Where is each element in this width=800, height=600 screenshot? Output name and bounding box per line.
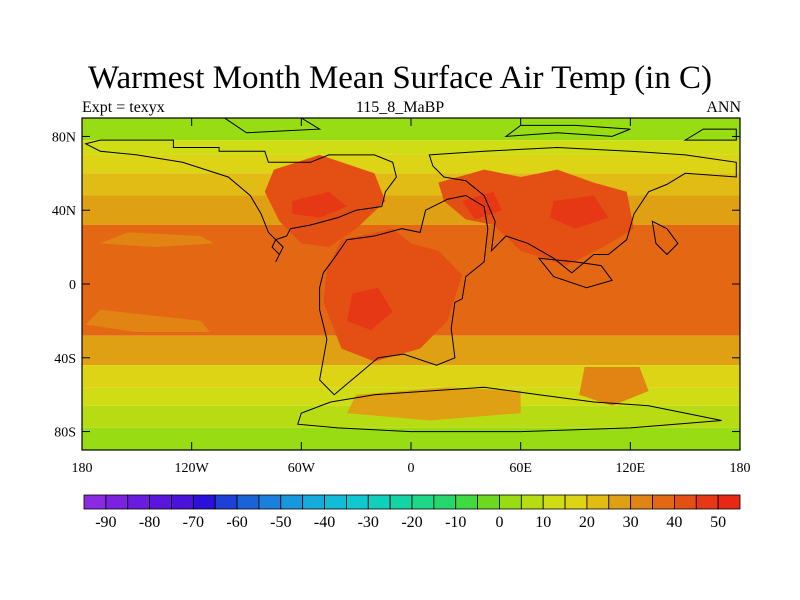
temperature-band bbox=[82, 154, 740, 174]
temperature-region bbox=[549, 195, 609, 229]
colorbar-label: -60 bbox=[226, 514, 247, 531]
colorbar-box bbox=[171, 494, 194, 510]
temperature-region bbox=[292, 191, 347, 218]
lon-tick-label: 120W bbox=[175, 461, 210, 476]
colorbar-box bbox=[586, 494, 610, 510]
temperature-region bbox=[323, 228, 463, 362]
coastline bbox=[651, 220, 679, 256]
lon-tick-label: 60E bbox=[509, 461, 532, 476]
map-axes: 180 120W 60W 0 60E 120E 180 80N 40N 0 40S 80S bbox=[52, 118, 751, 476]
colorbar-label: -80 bbox=[139, 514, 160, 531]
temperature-band bbox=[82, 365, 740, 388]
temperature-region bbox=[347, 387, 521, 421]
lat-tick-label: 80S bbox=[54, 426, 76, 441]
colorbar-label: -90 bbox=[95, 514, 116, 531]
colorbar-box bbox=[149, 494, 172, 510]
coastline bbox=[223, 118, 322, 134]
temperature-region bbox=[100, 232, 214, 248]
colorbar-box bbox=[411, 494, 435, 510]
colorbar-box bbox=[389, 494, 413, 510]
colorbar-box bbox=[695, 494, 719, 510]
colorbar-box bbox=[105, 494, 129, 510]
colorbar-box bbox=[455, 494, 479, 510]
colorbar-box bbox=[280, 494, 304, 510]
colorbar-box bbox=[630, 494, 653, 510]
period-label: 115_8_MaBP bbox=[355, 99, 445, 116]
colorbar: -90 -80 -70 -60 -50 -40 -30 -20 -10 0 10 20 30 40 50 bbox=[83, 494, 741, 531]
lat-tick-label: 0 bbox=[69, 278, 76, 293]
lon-tick-label: 180 bbox=[730, 461, 751, 476]
colorbar-label: 20 bbox=[579, 514, 595, 531]
coastline bbox=[297, 386, 722, 433]
colorbar-label: 50 bbox=[710, 514, 726, 531]
colorbar-label: 40 bbox=[666, 514, 682, 531]
colorbar-box bbox=[717, 494, 741, 510]
colorbar-box bbox=[345, 494, 369, 510]
colorbar-box bbox=[236, 494, 260, 510]
colorbar-label: -70 bbox=[183, 514, 204, 531]
colorbar-box bbox=[433, 494, 457, 510]
coastline bbox=[683, 128, 737, 141]
temperature-region bbox=[579, 367, 649, 406]
coastline-layer bbox=[84, 118, 737, 433]
lat-tick-label: 40S bbox=[54, 352, 76, 367]
colorbar-box bbox=[214, 494, 238, 510]
experiment-label: Expt = texyx bbox=[82, 99, 165, 116]
coastline bbox=[537, 257, 613, 289]
lat-tick-label: 80N bbox=[52, 130, 76, 145]
lon-tick-label: 60W bbox=[288, 461, 316, 476]
colorbar-box bbox=[674, 494, 697, 510]
colorbar-box bbox=[127, 494, 150, 510]
temperature-band bbox=[82, 173, 740, 196]
coastline bbox=[84, 139, 397, 263]
colorbar-box bbox=[652, 494, 675, 510]
colorbar-label: -10 bbox=[445, 514, 466, 531]
colorbar-box bbox=[564, 494, 588, 510]
lon-tick-label: 0 bbox=[408, 461, 415, 476]
colorbar-box bbox=[192, 494, 216, 510]
temperature-band bbox=[82, 118, 740, 141]
colorbar-label: -50 bbox=[270, 514, 291, 531]
colorbar-box bbox=[367, 494, 391, 510]
colorbar-label: -30 bbox=[358, 514, 379, 531]
temperature-band bbox=[82, 427, 740, 450]
colorbar-box bbox=[477, 494, 500, 510]
colorbar-box bbox=[542, 494, 566, 510]
colorbar-box bbox=[83, 494, 107, 510]
coastline bbox=[428, 146, 737, 274]
temperature-region bbox=[85, 309, 210, 332]
lon-tick-label: 120E bbox=[616, 461, 646, 476]
lat-tick-label: 40N bbox=[52, 204, 76, 219]
season-label: ANN bbox=[706, 99, 741, 116]
colorbar-label: -40 bbox=[314, 514, 335, 531]
lon-tick-label: 180 bbox=[72, 461, 93, 476]
colorbar-label: 30 bbox=[623, 514, 639, 531]
colorbar-box bbox=[608, 494, 632, 510]
colorbar-box bbox=[520, 494, 544, 510]
map-title: Warmest Month Mean Surface Air Temp (in … bbox=[87, 60, 713, 96]
colorbar-box bbox=[324, 494, 347, 510]
colorbar-label: -20 bbox=[401, 514, 422, 531]
colorbar-box bbox=[258, 494, 282, 510]
temperature-region bbox=[347, 287, 393, 331]
colorbar-box bbox=[499, 494, 522, 510]
map-field-layer bbox=[82, 118, 740, 450]
colorbar-label: 10 bbox=[535, 514, 551, 531]
colorbar-label: 0 bbox=[495, 514, 503, 531]
temperature-band bbox=[82, 195, 740, 225]
coastline bbox=[319, 194, 489, 396]
colorbar-box bbox=[302, 494, 325, 510]
